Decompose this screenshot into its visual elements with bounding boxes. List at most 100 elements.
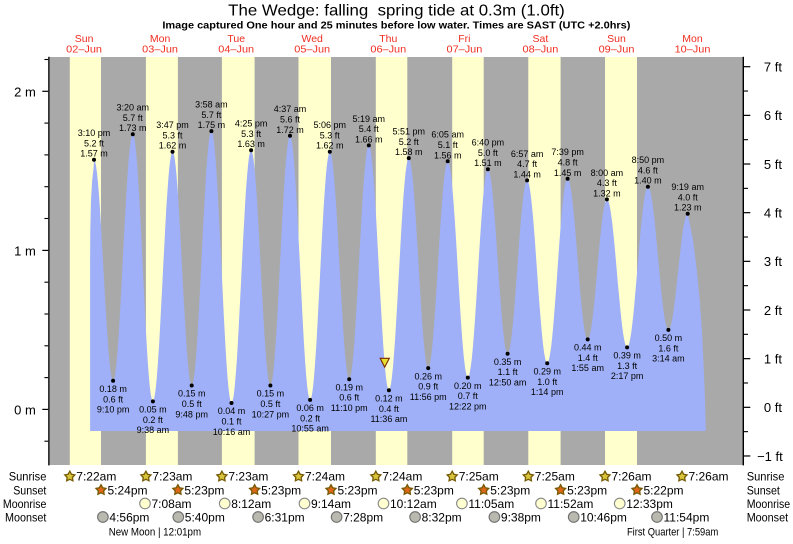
svg-text:6:05 am: 6:05 am (431, 130, 464, 140)
svg-text:1.23 m: 1.23 m (674, 203, 702, 213)
svg-text:7:25am: 7:25am (459, 470, 499, 484)
svg-text:2 ft: 2 ft (764, 303, 782, 318)
svg-text:0.19 m: 0.19 m (335, 382, 363, 392)
svg-text:Image captured One hour and 25: Image captured One hour and 25 minutes b… (162, 20, 630, 31)
svg-text:Sat: Sat (533, 33, 549, 45)
svg-text:Sunset: Sunset (747, 483, 781, 497)
svg-text:5.0 ft: 5.0 ft (478, 148, 499, 158)
svg-text:0.05 m: 0.05 m (139, 405, 167, 415)
svg-text:7:23am: 7:23am (152, 470, 192, 484)
svg-text:7:24am: 7:24am (305, 470, 345, 484)
svg-text:0.15 m: 0.15 m (178, 389, 206, 399)
svg-text:4.7 ft: 4.7 ft (517, 159, 538, 169)
svg-text:6:40 pm: 6:40 pm (472, 138, 505, 148)
svg-text:05–Jun: 05–Jun (294, 44, 330, 56)
svg-text:0.1 ft: 0.1 ft (221, 417, 242, 427)
svg-text:6:57 am: 6:57 am (511, 149, 544, 159)
svg-text:1:14 pm: 1:14 pm (531, 387, 564, 397)
svg-text:1.3 ft: 1.3 ft (617, 361, 638, 371)
svg-text:5:23pm: 5:23pm (184, 483, 224, 497)
svg-text:1.0 ft: 1.0 ft (537, 377, 558, 387)
svg-text:5:24pm: 5:24pm (108, 483, 148, 497)
svg-text:3 ft: 3 ft (764, 254, 782, 269)
svg-text:11:52am: 11:52am (548, 497, 594, 511)
svg-text:Moonset: Moonset (5, 510, 47, 524)
svg-text:5 ft: 5 ft (764, 157, 782, 172)
svg-text:1.45 m: 1.45 m (554, 168, 582, 178)
svg-text:5:40pm: 5:40pm (185, 510, 225, 524)
svg-text:11:56 pm: 11:56 pm (410, 392, 447, 402)
svg-text:7:22am: 7:22am (76, 470, 116, 484)
svg-text:12:50 am: 12:50 am (489, 378, 527, 388)
svg-text:1 ft: 1 ft (764, 351, 782, 366)
svg-text:0.6 ft: 0.6 ft (339, 393, 360, 403)
svg-text:1.40 m: 1.40 m (634, 176, 662, 186)
svg-text:02–Jun: 02–Jun (66, 44, 102, 56)
svg-text:Sunset: Sunset (13, 483, 47, 497)
svg-text:1 m: 1 m (14, 244, 36, 259)
svg-text:0.2 ft: 0.2 ft (300, 413, 321, 423)
svg-text:0.35 m: 0.35 m (494, 357, 522, 367)
svg-text:5.1 ft: 5.1 ft (438, 140, 459, 150)
svg-text:5:06 pm: 5:06 pm (314, 120, 347, 130)
svg-text:7:26am: 7:26am (689, 470, 729, 484)
svg-text:7:08am: 7:08am (152, 497, 192, 511)
svg-text:7:39 pm: 7:39 pm (551, 147, 584, 157)
svg-text:4:37 am: 4:37 am (274, 104, 307, 114)
svg-text:0.4 ft: 0.4 ft (379, 404, 400, 414)
svg-text:5:23pm: 5:23pm (490, 483, 530, 497)
svg-text:5.6 ft: 5.6 ft (280, 115, 301, 125)
svg-text:9:48 pm: 9:48 pm (175, 409, 208, 419)
svg-text:Moonset: Moonset (747, 510, 789, 524)
svg-text:8:00 am: 8:00 am (591, 168, 624, 178)
svg-text:03–Jun: 03–Jun (142, 44, 178, 56)
svg-text:1.62 m: 1.62 m (316, 141, 344, 151)
svg-text:12:22 pm: 12:22 pm (449, 401, 487, 411)
svg-text:11:10 pm: 11:10 pm (331, 403, 368, 413)
svg-text:4.8 ft: 4.8 ft (558, 158, 579, 168)
svg-text:New Moon | 12:01pm: New Moon | 12:01pm (109, 526, 201, 538)
svg-text:1.32 m: 1.32 m (593, 188, 621, 198)
svg-text:0 ft: 0 ft (764, 400, 782, 415)
svg-text:0.12 m: 0.12 m (375, 394, 403, 404)
svg-text:0.06 m: 0.06 m (296, 403, 324, 413)
svg-text:5.7 ft: 5.7 ft (201, 110, 222, 120)
svg-text:5:22pm: 5:22pm (644, 483, 684, 497)
svg-text:10:16 am: 10:16 am (213, 427, 251, 437)
svg-text:1.6 ft: 1.6 ft (658, 343, 679, 353)
svg-text:7 ft: 7 ft (764, 60, 782, 75)
svg-text:5:51 pm: 5:51 pm (393, 127, 426, 137)
svg-text:4 ft: 4 ft (764, 205, 782, 220)
svg-text:1.1 ft: 1.1 ft (498, 367, 519, 377)
svg-text:−1 ft: −1 ft (757, 449, 783, 464)
svg-text:Moonrise: Moonrise (3, 497, 47, 511)
svg-text:1.57 m: 1.57 m (80, 149, 108, 159)
svg-text:10:27 pm: 10:27 pm (252, 409, 290, 419)
svg-text:3:10 pm: 3:10 pm (78, 128, 111, 138)
svg-text:7:23am: 7:23am (228, 470, 268, 484)
svg-text:8:32pm: 8:32pm (422, 510, 462, 524)
svg-text:0.15 m: 0.15 m (257, 389, 285, 399)
svg-text:7:24am: 7:24am (382, 470, 422, 484)
svg-text:6 ft: 6 ft (764, 108, 782, 123)
svg-text:5.2 ft: 5.2 ft (399, 137, 420, 147)
svg-text:12:33pm: 12:33pm (626, 497, 673, 511)
svg-text:Fri: Fri (458, 33, 470, 45)
svg-text:2 m: 2 m (14, 85, 36, 100)
svg-text:First Quarter | 7:59am: First Quarter | 7:59am (627, 526, 718, 538)
svg-text:The Wedge: falling spring tid: The Wedge: falling spring tide at 0.3m (… (228, 2, 565, 19)
svg-text:1.4 ft: 1.4 ft (578, 353, 599, 363)
svg-text:9:19 am: 9:19 am (671, 182, 704, 192)
svg-text:0.18 m: 0.18 m (99, 384, 127, 394)
svg-text:07–Jun: 07–Jun (447, 44, 483, 56)
svg-text:0.9 ft: 0.9 ft (418, 382, 439, 392)
svg-text:6:31pm: 6:31pm (265, 510, 305, 524)
svg-text:0.29 m: 0.29 m (533, 367, 561, 377)
svg-text:Sun: Sun (607, 33, 626, 45)
svg-text:9:10 pm: 9:10 pm (97, 405, 130, 415)
svg-text:04–Jun: 04–Jun (218, 44, 254, 56)
svg-text:1.62 m: 1.62 m (159, 141, 187, 151)
svg-text:5:23pm: 5:23pm (338, 483, 378, 497)
svg-text:3:14 am: 3:14 am (652, 354, 685, 364)
svg-text:9:14am: 9:14am (311, 497, 351, 511)
